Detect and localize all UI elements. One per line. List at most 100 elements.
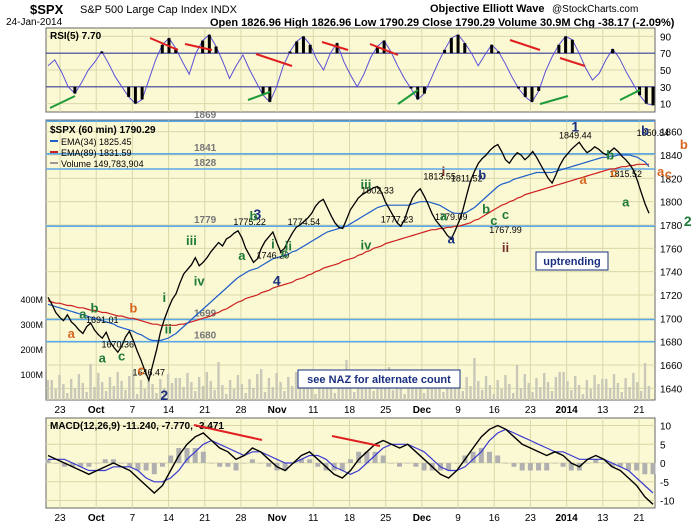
volume-bar [333, 393, 337, 400]
volume-bar [85, 392, 88, 400]
volume-bar [446, 378, 449, 400]
volume-bar [50, 380, 53, 400]
volume-bar [139, 380, 143, 400]
volume-y-tick-label: 100M [20, 370, 43, 380]
macd-histogram-bar [593, 459, 599, 463]
macd-histogram-bar [397, 463, 403, 467]
elliott-wave-label: c [137, 362, 144, 377]
volume-bar [356, 378, 360, 400]
volume-bar [166, 374, 170, 400]
macd-title: MACD(12,26,9) -11.240, -7.770, -3.471 [50, 421, 224, 432]
volume-bar [570, 390, 573, 400]
elliott-wave-label: 2 [684, 213, 692, 229]
rsi-bearish-trendline [184, 43, 213, 51]
rsi-bullish-trendline [397, 89, 419, 105]
volume-bar [287, 377, 290, 400]
macd-histogram-bar [119, 463, 125, 464]
elliott-wave-label: a [448, 232, 456, 247]
volume-bar [228, 380, 232, 400]
macd-histogram-bar [642, 463, 648, 475]
elliott-wave-label: a [657, 164, 665, 179]
volume-bar [232, 389, 236, 400]
volume-bar [407, 380, 410, 400]
price-level-label: 1841 [194, 143, 217, 154]
macd-histogram-bar [135, 463, 141, 471]
macd-histogram-bar [241, 463, 247, 464]
rsi-bearish-trendline [559, 57, 586, 67]
volume-bar [636, 382, 639, 400]
volume-bar [201, 386, 205, 400]
volume-bar [310, 385, 313, 400]
macd-histogram-bar [527, 463, 533, 471]
macd-histogram-bar [78, 463, 84, 467]
volume-bar [314, 394, 317, 400]
elliott-wave-label: a [579, 172, 587, 187]
volume-bar [182, 387, 185, 400]
price-value-label: 1850.84 [637, 128, 670, 138]
volume-bar [546, 382, 550, 400]
macd-x-tick-label: 2014 [556, 513, 579, 524]
volume-bar [116, 372, 119, 400]
volume-bar [209, 381, 212, 400]
volume-bar [120, 381, 123, 400]
elliott-wave-label: iii [361, 177, 372, 192]
volume-bar [597, 384, 600, 400]
macd-x-tick-label: 21 [199, 513, 211, 524]
macd-histogram-bar [536, 463, 542, 471]
macd-x-tick-label: 14 [163, 513, 175, 524]
volume-bar [531, 392, 534, 400]
volume-bar [341, 388, 344, 400]
volume-bar [550, 391, 554, 400]
macd-histogram-bar [364, 451, 370, 463]
elliott-wave-label: 1 [571, 119, 579, 135]
price-x-tick-label: 13 [597, 405, 609, 416]
volume-bar [205, 372, 209, 400]
volume-bar [612, 374, 616, 400]
volume-bar [256, 374, 259, 400]
volume-bar [225, 394, 228, 400]
legend-label: EMA(34) 1825.45 [61, 137, 132, 147]
macd-histogram-bar [634, 463, 640, 471]
macd-histogram-bar [70, 463, 76, 467]
volume-bar [267, 378, 271, 400]
volume-bar [104, 391, 108, 400]
price-x-tick-label: 18 [344, 405, 356, 416]
volume-bar [248, 379, 251, 400]
macd-histogram-bar [233, 463, 239, 471]
macd-histogram-bar [298, 459, 304, 463]
annotation-box [535, 251, 609, 271]
macd-histogram-bar [519, 463, 525, 471]
elliott-wave-label: b [91, 301, 99, 316]
volume-bar [492, 394, 496, 400]
macd-histogram-bar [151, 463, 157, 475]
volume-bar [108, 377, 112, 400]
macd-x-tick-label: 25 [380, 513, 392, 524]
rsi-series-line [47, 33, 654, 106]
macd-histogram-bar [544, 463, 550, 471]
macd-histogram-bar [258, 463, 264, 464]
volume-bar [523, 374, 527, 400]
elliott-wave-label: iv [194, 274, 206, 289]
volume-bar [194, 391, 197, 400]
rsi-y-tick-label: 90 [660, 32, 672, 43]
volume-bar [593, 375, 596, 400]
rsi-bullish-trendline [49, 95, 76, 109]
rsi-bullish-trendline [619, 89, 641, 101]
elliott-wave-label: c [490, 213, 497, 228]
macd-histogram-bar [560, 463, 566, 467]
volume-bar [318, 380, 321, 400]
volume-bar [554, 377, 558, 400]
volume-bar [46, 380, 50, 400]
rsi-bearish-trendline [509, 39, 541, 51]
macd-histogram-bar [511, 463, 517, 467]
volume-bar [418, 384, 422, 400]
price-x-tick-label: 7 [130, 405, 136, 416]
price-x-tick-label: 16 [489, 405, 501, 416]
volume-bar [515, 365, 519, 400]
elliott-wave-label: i [271, 236, 275, 251]
price-y-tick-label: 1800 [660, 198, 683, 209]
price-y-tick-label: 1780 [660, 221, 683, 232]
annotation-text: see NAZ for alternate count [307, 374, 451, 386]
rsi-bearish-trendline [369, 43, 399, 56]
volume-bar [279, 382, 282, 400]
